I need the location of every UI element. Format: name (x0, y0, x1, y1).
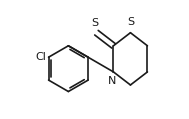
Text: Cl: Cl (36, 52, 47, 62)
Text: S: S (127, 17, 134, 27)
Text: S: S (92, 18, 99, 28)
Text: N: N (108, 77, 116, 87)
